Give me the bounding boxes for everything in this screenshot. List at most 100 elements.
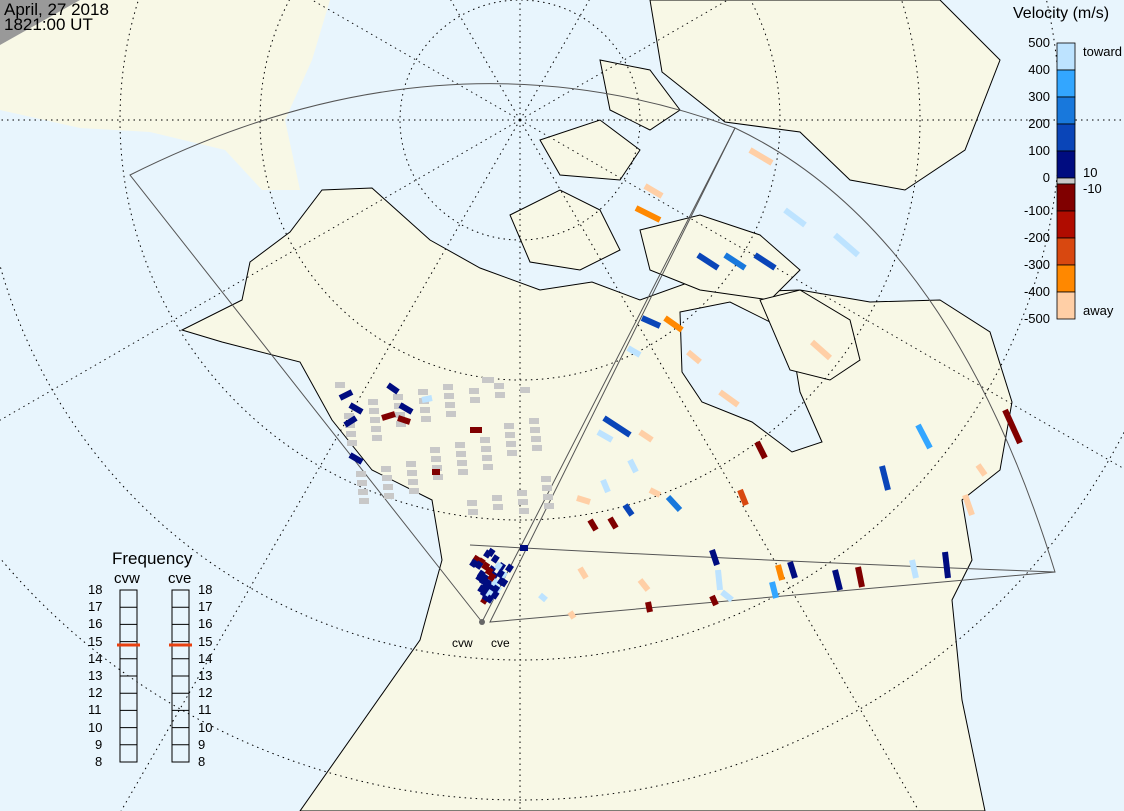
velocity-vector — [855, 566, 865, 588]
velocity-vector — [715, 569, 723, 591]
siberia-landmass — [0, 0, 330, 190]
velocity-vector — [490, 578, 500, 588]
longitude-line — [519, 119, 1124, 470]
frequency-tick-left: 13 — [88, 668, 103, 683]
colorbar-bin — [1056, 183, 1076, 212]
colorbar-bin — [1056, 96, 1076, 125]
frequency-title: Frequency — [112, 549, 193, 568]
colorbar-tick: 500 — [1028, 35, 1050, 50]
velocity-vector — [381, 411, 396, 421]
radar-sites — [479, 619, 485, 625]
gs-lower-label: -10 — [1083, 181, 1102, 196]
velocity-vector — [398, 402, 414, 415]
velocity-vector — [942, 551, 951, 579]
colorbar-tick: -400 — [1023, 284, 1050, 299]
velocity-vector — [915, 423, 933, 450]
velocity-vectors — [335, 147, 1023, 620]
velocity-vector — [810, 339, 832, 361]
colorbar-bin — [1056, 69, 1076, 98]
colorbar-tick: 300 — [1028, 89, 1050, 104]
velocity-vector — [737, 488, 749, 507]
colorbar-tick: -500 — [1023, 311, 1050, 326]
velocity-vector — [538, 592, 548, 603]
frequency-tick-left: 10 — [88, 719, 103, 735]
cve-fov — [489, 127, 1056, 623]
longitude-line — [450, 0, 521, 121]
time-label: 1821:00 UT — [4, 15, 93, 34]
velocity-vector — [718, 389, 740, 408]
velocity-vector — [909, 559, 919, 579]
latitude-circle — [119, 0, 921, 521]
frequency-tick-right: 11 — [198, 702, 212, 718]
velocity-vector — [1002, 408, 1023, 445]
frequency-tick-left: 17 — [88, 599, 103, 615]
colorbar-tick: 0 — [1042, 170, 1050, 185]
frequency-tick-right: 8 — [198, 754, 206, 769]
land — [0, 0, 1013, 811]
colorbar-bin — [1056, 150, 1076, 179]
freq-radar-cve: cve — [168, 570, 192, 587]
frequency-gauges — [117, 589, 192, 763]
velocity-vector — [487, 572, 497, 582]
frequency-tick-right: 17 — [198, 599, 213, 615]
velocity-vector — [474, 560, 484, 570]
velocity-vector — [748, 147, 774, 166]
velocity-vector — [567, 610, 577, 620]
velocity-vector — [627, 458, 639, 474]
velocity-vector — [753, 252, 777, 271]
velocity-vector — [637, 578, 651, 592]
frequency-tick-right: 10 — [198, 719, 213, 735]
longitude-line — [120, 119, 521, 811]
frequency-tick-left: 15 — [88, 633, 103, 649]
toward-label: toward — [1083, 44, 1123, 59]
velocity-vector — [626, 345, 642, 358]
velocity-vector — [643, 183, 664, 199]
velocity-vector — [348, 452, 364, 465]
velocity-vector — [720, 589, 734, 603]
velocity-vector — [338, 389, 354, 401]
colorbar-bin — [1056, 291, 1076, 320]
velocity-vector — [962, 494, 975, 516]
colorbar-tick: 200 — [1028, 116, 1050, 131]
velocity-vector — [421, 395, 433, 403]
colorbar-bin — [1056, 210, 1076, 239]
velocity-vector — [833, 232, 860, 258]
velocity-vector — [478, 576, 488, 586]
velocity-vector — [723, 252, 747, 271]
away-label: away — [1083, 303, 1114, 318]
velocity-vector — [832, 569, 843, 591]
cvw-site-marker — [479, 619, 485, 625]
arctic-island — [539, 119, 641, 181]
velocity-vector — [607, 516, 619, 530]
velocity-vector — [696, 252, 720, 271]
velocity-vector — [783, 207, 807, 228]
fov-near-range — [469, 544, 1056, 573]
cvw-site-label: cvw — [452, 636, 473, 650]
velocity-vector — [490, 590, 500, 600]
colorbar-tick: -100 — [1023, 203, 1050, 218]
frequency-tick-left: 8 — [95, 754, 103, 769]
velocity-vector — [775, 564, 785, 581]
cve-site-label: cve — [491, 636, 510, 650]
arctic-island — [759, 289, 861, 381]
velocity-vector — [481, 580, 491, 590]
frequency-tick-left: 12 — [88, 685, 103, 701]
frequency-tick-left: 18 — [88, 582, 103, 597]
gs-upper-label: 10 — [1083, 165, 1098, 180]
colorbar — [1056, 42, 1076, 320]
frequency-tick-left: 16 — [88, 616, 103, 632]
frequency-tick-right: 14 — [198, 650, 213, 666]
velocity-vector — [602, 415, 632, 438]
arctic-island — [599, 59, 681, 131]
night-terminator — [0, 0, 80, 45]
arctic-island — [509, 189, 621, 271]
velocity-vector — [469, 558, 479, 569]
velocity-vector — [709, 549, 720, 566]
latitude-circle — [399, 0, 641, 241]
frequency-tick-right: 12 — [198, 685, 213, 701]
velocity-vector — [709, 594, 719, 607]
colorbar-bin — [1056, 123, 1076, 152]
velocity-vector — [475, 572, 485, 582]
velocity-vector — [483, 549, 493, 559]
